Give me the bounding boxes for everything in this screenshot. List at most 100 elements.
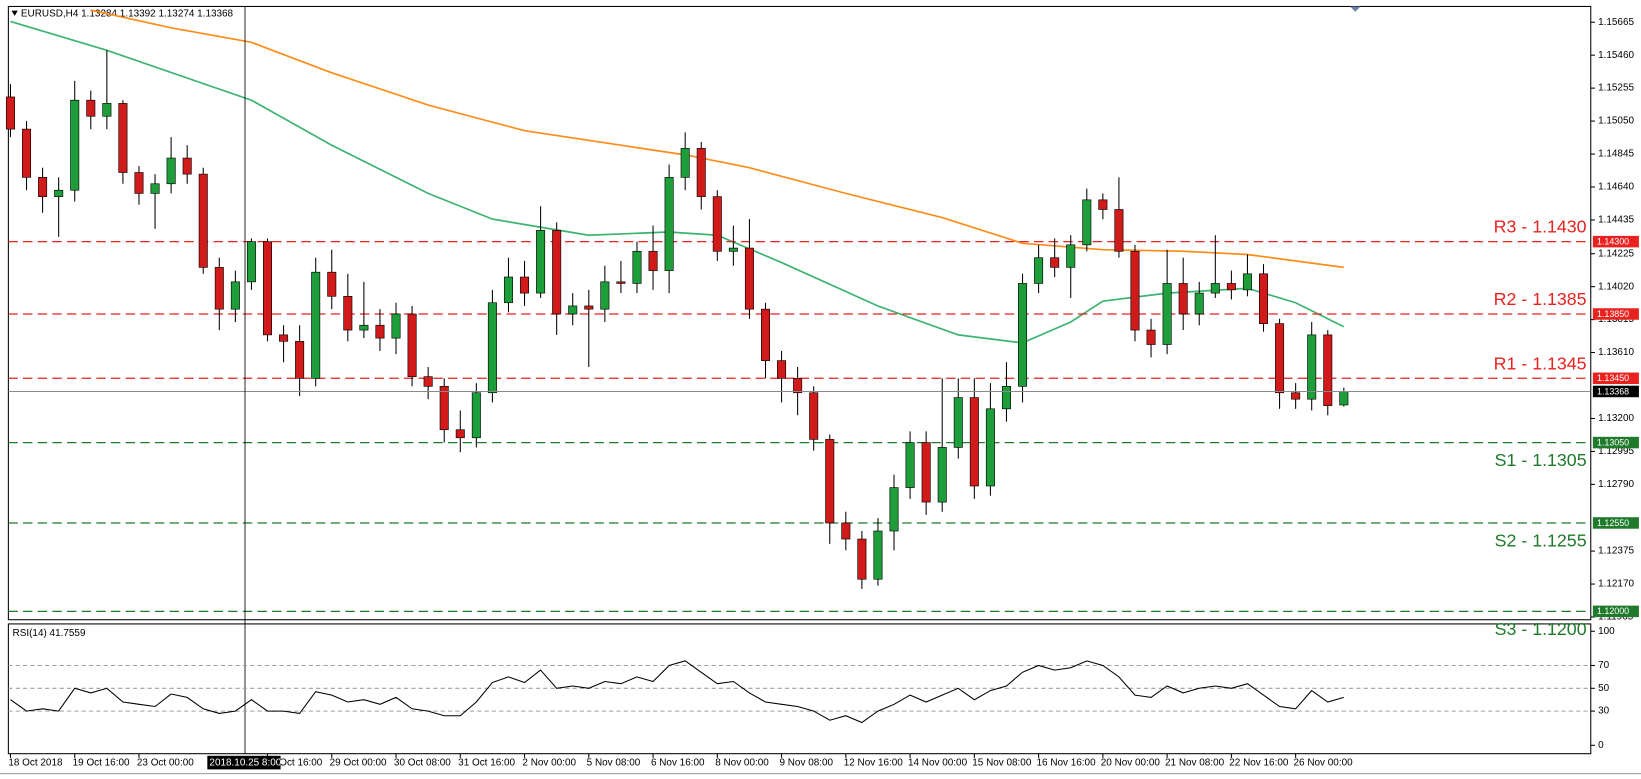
candle-body [728,247,738,252]
candle-body [311,271,321,379]
x-tick-label: 18 Oct 2018 [8,758,63,769]
candle-body [327,271,337,297]
candle-body [1162,283,1172,345]
candle-body [134,172,144,194]
y-tick-label: 1.15255 [1598,83,1634,94]
candle-body [407,313,417,377]
candle-body [520,276,530,294]
candle-body [616,281,626,284]
rsi-title: RSI(14) 41.7559 [13,628,86,639]
candle-body [680,148,690,178]
candle-body [809,392,819,440]
y-tick-label: 1.13610 [1598,347,1634,358]
level-tag: 1.12550 [1597,518,1629,528]
candle-body [279,334,289,342]
candle-body [841,522,851,540]
level-tag-box [1592,308,1639,320]
x-tick-label: 8 Nov 00:00 [715,758,769,769]
candle-body [487,302,497,394]
y-tick-label: 1.12375 [1598,546,1634,557]
candle-body [1210,283,1220,294]
candle-body [455,429,465,439]
candle-body [937,447,947,503]
candle-body [600,281,610,310]
y-tick-label: 1.14225 [1598,248,1634,259]
y-tick-label: 1.12170 [1598,579,1634,590]
candle-body [70,99,80,191]
candle-body [1050,257,1060,268]
candle-body [391,313,401,339]
candle-body [632,250,642,284]
candle-body [1259,273,1269,324]
candle-body [1146,329,1156,345]
x-tick-label: 14 Nov 00:00 [908,758,968,769]
candle-body [761,308,771,361]
level-label: S2 - 1.1255 [1495,531,1587,551]
rsi-line [10,660,1344,724]
y-tick-label: 1.12995 [1598,446,1634,457]
crosshair-box [207,755,281,770]
y-tick-label: 1.15460 [1598,50,1634,61]
level-label: S3 - 1.1200 [1495,619,1587,639]
candle-body [873,530,883,580]
y-tick-label: 50 [1598,683,1610,694]
candle-body [1018,283,1028,387]
crosshair-label: 2018.10.25 8:00 [209,758,281,769]
level-tag-box [1592,372,1639,385]
candle-body [1307,334,1317,400]
candle-body [536,230,546,294]
candle-body [471,392,481,439]
level-tag: 1.13850 [1597,309,1629,319]
y-tick-label: 1.15665 [1598,17,1634,28]
candle-body [953,397,963,448]
candle-body [1082,199,1092,246]
candle-body [793,377,803,394]
level-label: R2 - 1.1385 [1494,289,1587,309]
candle-body [1098,199,1108,210]
candle-body [905,442,915,488]
level-tag-box [1592,605,1639,618]
candle-body [648,250,658,271]
x-tick-label: 31 Oct 16:00 [458,758,515,769]
candle-body [102,103,112,117]
x-tick-label: 6 Nov 16:00 [651,758,705,769]
candle-body [359,324,369,331]
candle-body [857,538,867,580]
candle-body [552,230,562,315]
candle-body [1226,283,1236,291]
chart-title: EURUSD,H4 1.13284 1.13392 1.13274 1.1336… [21,8,234,19]
candle-body [150,183,160,194]
y-tick-label: 1.14640 [1598,182,1634,193]
candle-body [1291,392,1301,400]
candle-body [1066,244,1076,268]
x-tick-label: 19 Oct 16:00 [73,758,130,769]
candle-body [343,295,353,331]
candle-body [825,439,835,524]
candle-body [1178,283,1188,315]
level-tag: 1.13050 [1597,437,1629,447]
candle-body [86,99,96,117]
x-tick-label: 22 Nov 16:00 [1229,758,1289,769]
candle-body [198,173,208,268]
last-price-tag: 1.13368 [1597,386,1629,396]
candle-body [5,96,15,130]
candle-body [921,442,931,503]
y-tick-label: 1.14845 [1598,149,1634,160]
candle-body [969,397,979,487]
candle-body [1339,391,1349,406]
level-tag-box [1592,517,1639,529]
level-label: S1 - 1.1305 [1495,450,1587,470]
level-tag: 1.13450 [1597,373,1629,383]
candle-body [182,157,192,175]
candle-body [1114,209,1124,252]
x-tick-label: 20 Nov 00:00 [1101,758,1161,769]
x-tick-label: 29 Oct 00:00 [330,758,387,769]
y-tick-label: 30 [1598,706,1610,717]
candle-body [246,241,256,283]
x-tick-label: 25 Oct 16:00 [265,758,322,769]
candle-body [568,305,578,315]
candle-body [696,148,706,197]
x-tick-label: 26 Nov 00:00 [1294,758,1354,769]
